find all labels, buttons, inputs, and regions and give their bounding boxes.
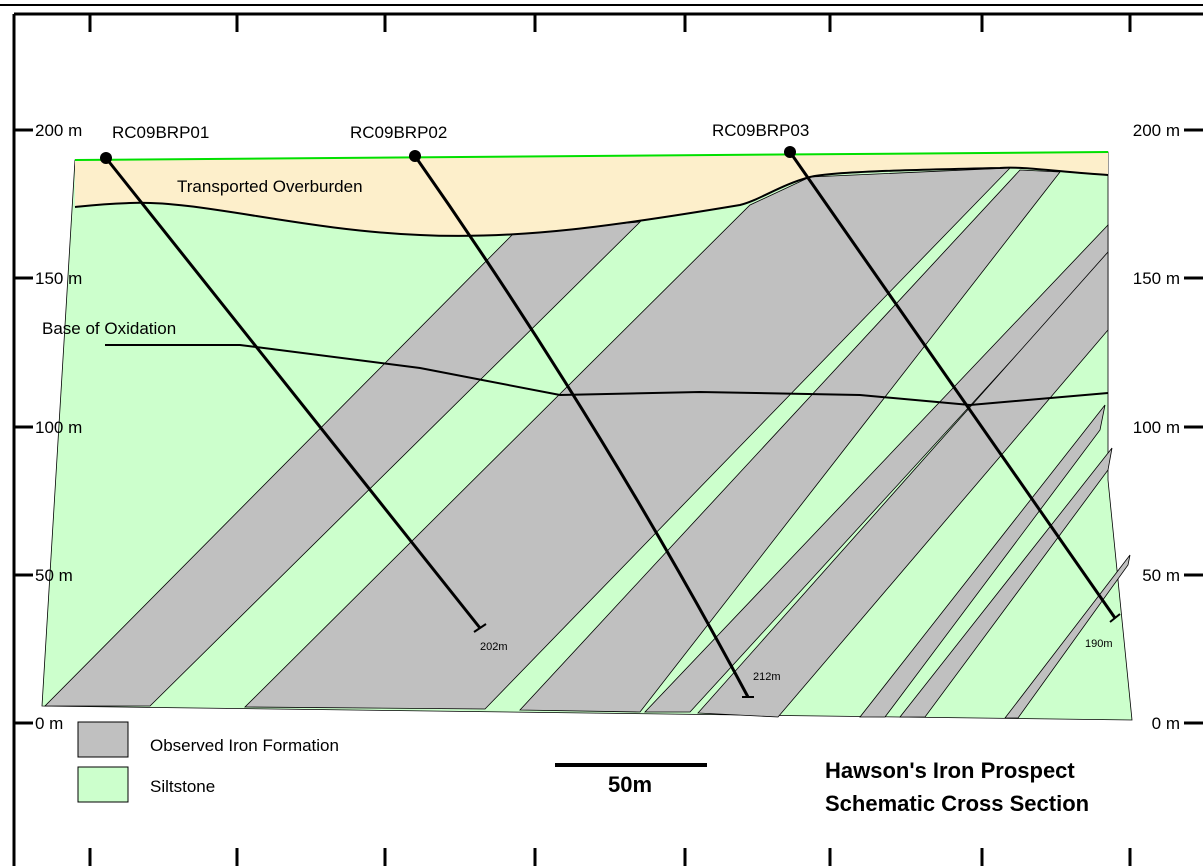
collar (409, 150, 421, 162)
frame-ticks (14, 14, 1203, 866)
depth-label: 212m (753, 671, 781, 683)
collar (784, 146, 796, 158)
depth-tick-label: 200 m (1133, 121, 1180, 140)
depth-tick-label: 50 m (35, 566, 73, 585)
drillhole-traces (104, 151, 1121, 698)
depth-tick-label: 0 m (1152, 714, 1180, 733)
legend-label: Siltstone (150, 777, 215, 796)
drillhole-name: RC09BRP02 (350, 123, 447, 142)
unit-label: Base of Oxidation (42, 319, 176, 338)
depth-tick-label: 100 m (1133, 418, 1180, 437)
title: Hawson's Iron Prospect (825, 758, 1075, 783)
legend-label: Observed Iron Formation (150, 736, 339, 755)
overburden-base (74, 166, 1109, 237)
depth-labels: 200 m 150 m 100 m 50 m 0 m 200 m 150 m 1… (35, 121, 1180, 733)
surface (74, 151, 1109, 161)
depth-label: 190m (1085, 638, 1113, 650)
overburden (75, 152, 1108, 236)
depth-label: 202m (480, 641, 508, 653)
oxidation-line (105, 344, 1109, 407)
legend-swatch (77, 766, 129, 803)
legend-swatch (77, 721, 129, 758)
depth-tick-label: 50 m (1142, 566, 1180, 585)
drillhole-name: RC09BRP01 (112, 123, 209, 142)
title: Schematic Cross Section (825, 791, 1089, 816)
depth-tick-label: 100 m (35, 418, 82, 437)
depth-tick-label: 150 m (1133, 269, 1180, 288)
collar (100, 152, 112, 164)
drillhole-name: RC09BRP03 (712, 121, 809, 140)
depth-tick-label: 200 m (35, 121, 82, 140)
depth-tick-label: 150 m (35, 269, 82, 288)
unit-label: Transported Overburden (177, 177, 363, 196)
depth-tick-label: 0 m (35, 714, 63, 733)
scale-label: 50m (608, 772, 652, 797)
